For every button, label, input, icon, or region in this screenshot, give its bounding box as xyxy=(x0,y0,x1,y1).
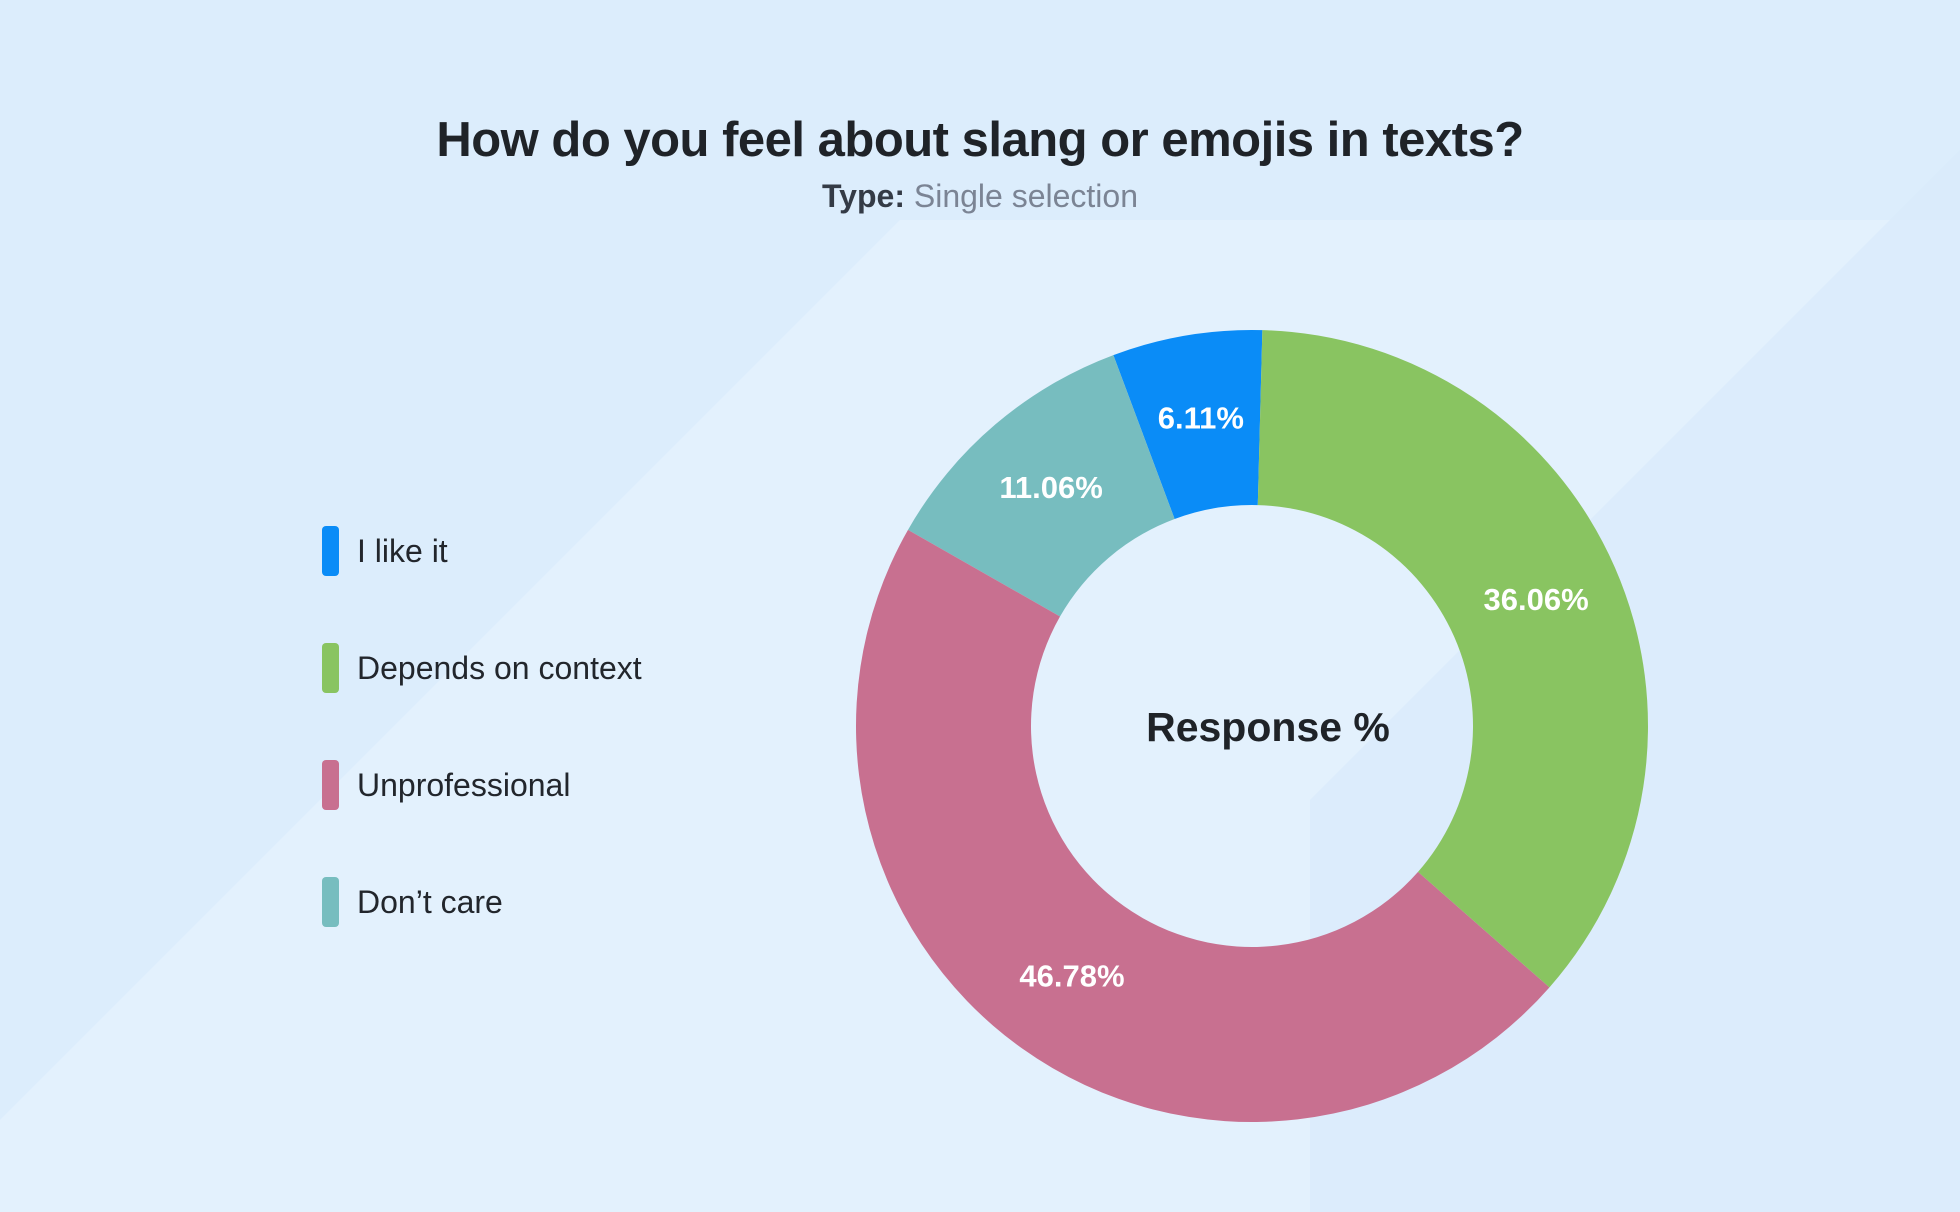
question-type-label: Type: xyxy=(822,178,905,214)
question-type-value: Single selection xyxy=(913,178,1138,214)
legend-swatch xyxy=(322,760,339,810)
donut-slice-don-t-care xyxy=(908,355,1175,617)
legend-swatch xyxy=(322,526,339,576)
slice-value-label: 6.11% xyxy=(1158,400,1244,435)
donut-slice-depends-on-context xyxy=(1257,330,1648,988)
donut-slice-labels: 6.11% 11.06% 46.78% 36.06% xyxy=(999,400,1588,993)
legend-swatch xyxy=(322,877,339,927)
legend-label: Depends on context xyxy=(357,649,642,686)
legend-item-unprofessional: Unprofessional xyxy=(322,760,570,810)
legend-label: Don’t care xyxy=(357,883,503,920)
chart-subtitle: Type: Single selection xyxy=(0,176,1960,216)
legend-label: Unprofessional xyxy=(357,766,571,803)
chart-title: How do you feel about slang or emojis in… xyxy=(436,113,1524,167)
donut-center-label: Response % xyxy=(1146,704,1390,750)
slice-value-label: 11.06% xyxy=(999,470,1102,505)
legend-item-depends-on-context: Depends on context xyxy=(322,643,642,693)
slice-value-label: 36.06% xyxy=(1484,582,1589,617)
legend-item-dont-care: Don’t care xyxy=(322,877,503,927)
chart-header: How do you feel about slang or emojis in… xyxy=(0,108,1960,216)
donut-slice-i-like-it xyxy=(1113,330,1263,519)
donut-slices xyxy=(856,330,1648,1122)
slice-value-label: 46.78% xyxy=(1019,959,1124,994)
legend-item-i-like-it: I like it xyxy=(322,526,448,576)
legend-swatch xyxy=(322,643,339,693)
donut-slice-unprofessional xyxy=(856,529,1550,1122)
legend-label: I like it xyxy=(357,532,448,569)
